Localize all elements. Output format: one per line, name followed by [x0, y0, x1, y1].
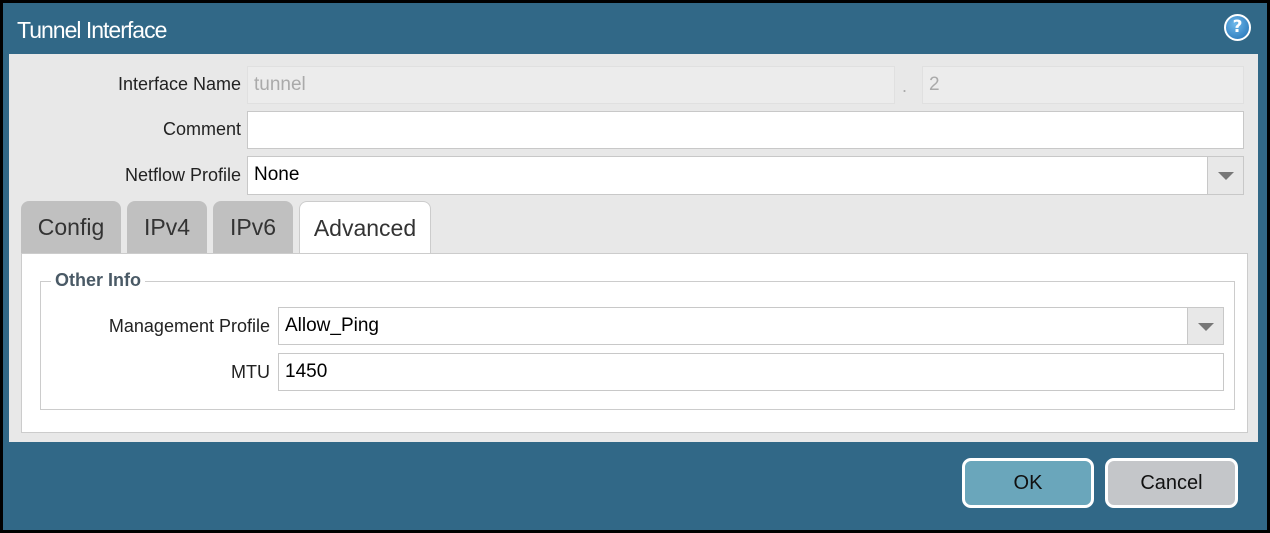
tab-advanced[interactable]: Advanced: [299, 201, 431, 254]
comment-input[interactable]: [247, 111, 1244, 149]
section-title: Other Info: [51, 270, 145, 291]
management-profile-value: Allow_Ping: [285, 315, 379, 336]
mtu-label: MTU: [231, 362, 270, 382]
netflow-profile-label: Netflow Profile: [124, 165, 241, 185]
interface-name-label: Interface Name: [117, 74, 241, 94]
chevron-down-icon[interactable]: [1187, 308, 1223, 344]
dialog-body: Interface Name tunnel . 2 Comment Netflo…: [9, 54, 1258, 442]
tab-config[interactable]: Config: [21, 201, 121, 253]
management-profile-label: Management Profile: [108, 316, 270, 336]
interface-name-input: tunnel: [247, 66, 895, 104]
separator: .: [902, 76, 908, 96]
tab-ipv4[interactable]: IPv4: [127, 201, 207, 253]
tunnel-interface-dialog: Tunnel Interface ? Interface Name tunnel…: [3, 3, 1267, 530]
interface-number-input: 2: [922, 66, 1244, 104]
other-info-section: Other Info Management Profile Allow_Ping…: [40, 270, 1235, 410]
comment-label: Comment: [162, 119, 241, 139]
netflow-profile-value: None: [254, 164, 300, 185]
management-profile-select[interactable]: Allow_Ping: [278, 307, 1224, 345]
dialog-title: Tunnel Interface: [17, 17, 167, 43]
help-icon[interactable]: ?: [1224, 14, 1251, 41]
ok-button[interactable]: OK: [962, 458, 1094, 508]
advanced-panel: Other Info Management Profile Allow_Ping…: [21, 253, 1248, 433]
cancel-button[interactable]: Cancel: [1105, 458, 1238, 508]
chevron-down-icon[interactable]: [1207, 157, 1243, 194]
netflow-profile-select[interactable]: None: [247, 156, 1244, 195]
mtu-input[interactable]: 1450: [278, 353, 1224, 391]
tab-ipv6[interactable]: IPv6: [213, 201, 293, 253]
